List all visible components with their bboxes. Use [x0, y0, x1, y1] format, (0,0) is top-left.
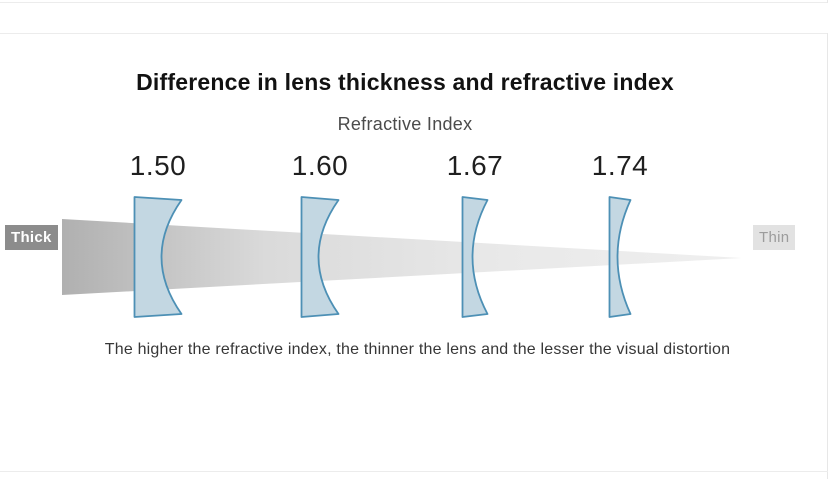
page: Difference in lens thickness and refract… [0, 0, 835, 479]
caption: The higher the refractive index, the thi… [0, 341, 835, 359]
thin-label: Thin [753, 225, 795, 250]
thick-label: Thick [5, 225, 58, 250]
lens-thickness-diagram [0, 0, 835, 479]
